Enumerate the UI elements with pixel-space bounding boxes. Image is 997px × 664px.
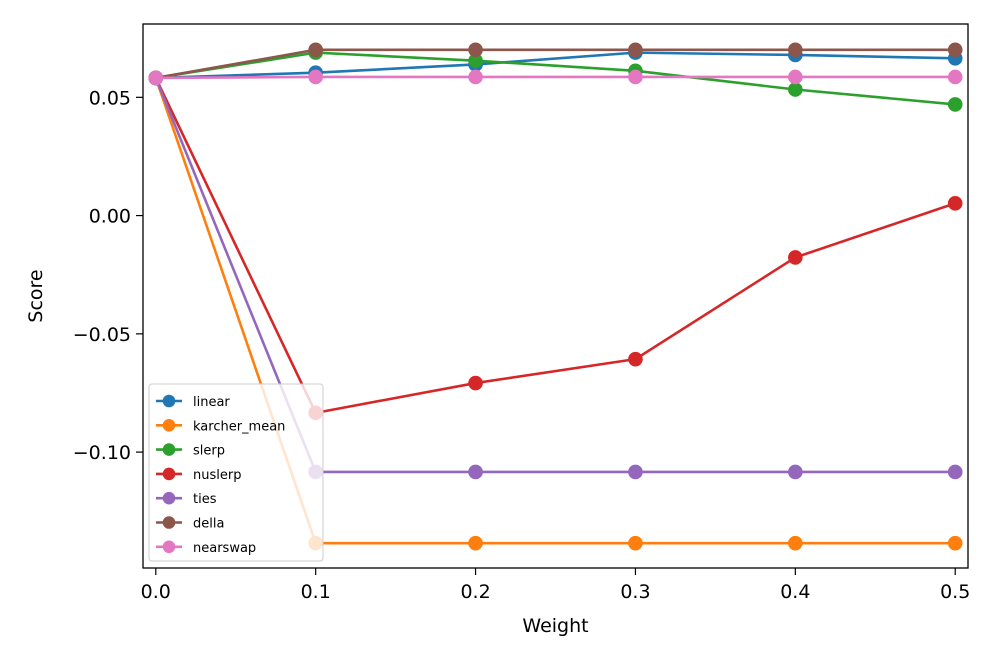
data-point-nuslerp — [468, 375, 483, 391]
data-point-ties — [628, 464, 643, 480]
legend-entry-linear: linear — [156, 394, 230, 410]
legend-label: ties — [193, 492, 217, 507]
y-tick-label: −0.10 — [73, 442, 131, 464]
legend-marker — [162, 419, 176, 432]
legend-frame — [148, 383, 324, 562]
data-point-nearswap — [628, 69, 643, 85]
legend-marker — [162, 394, 176, 408]
y-tick-label: 0.00 — [89, 206, 131, 228]
legend-entry-slerp: slerp — [156, 443, 225, 459]
legend-entry-karcher_mean: karcher_mean — [156, 419, 285, 434]
data-point-della — [468, 42, 483, 58]
data-point-nuslerp — [788, 250, 803, 265]
data-point-ties — [947, 464, 963, 480]
legend-marker — [162, 443, 176, 456]
series-line-nearswap — [154, 75, 957, 80]
data-point-ties — [468, 464, 483, 480]
data-point-karcher_mean — [947, 535, 963, 551]
data-point-nuslerp — [947, 195, 963, 211]
legend-entry-nearswap: nearswap — [156, 540, 256, 556]
x-tick-label: 0.0 — [141, 581, 171, 603]
legend-label: linear — [193, 395, 230, 410]
data-point-nearswap — [788, 69, 803, 85]
legend-label: nuslerp — [193, 468, 241, 483]
y-tick-label: −0.05 — [73, 324, 131, 346]
data-point-nuslerp — [628, 351, 643, 367]
legend-marker — [162, 491, 176, 505]
data-point-slerp — [788, 82, 803, 97]
x-tick-label: 0.5 — [940, 581, 970, 603]
legend-entry-ties: ties — [156, 491, 217, 507]
data-point-della — [308, 42, 323, 58]
x-tick-label: 0.3 — [620, 581, 650, 603]
data-point-slerp — [947, 97, 963, 112]
data-point-nearswap — [947, 69, 963, 85]
y-tick-label: 0.05 — [89, 87, 131, 109]
x-tick-label: 0.4 — [780, 581, 810, 603]
series-line-nuslerp — [154, 76, 957, 415]
data-point-nearswap — [148, 70, 164, 86]
data-point-nearswap — [308, 69, 323, 85]
data-point-nearswap — [468, 69, 483, 85]
y-axis-label: Score — [25, 269, 47, 322]
legend-entry-nuslerp: nuslerp — [156, 467, 241, 483]
data-point-ties — [788, 464, 803, 480]
legend-marker — [162, 540, 176, 554]
series-line-slerp — [154, 51, 957, 106]
legend-label: della — [193, 517, 224, 532]
series-line-linear — [154, 51, 957, 80]
y-axis: 0.05 0.00 −0.05 −0.10 — [73, 87, 143, 464]
legend-label: nearswap — [193, 541, 256, 556]
data-point-della — [628, 42, 643, 58]
plot-frame — [142, 23, 969, 569]
legend-label: slerp — [193, 444, 225, 459]
data-point-karcher_mean — [468, 535, 483, 551]
data-point-karcher_mean — [788, 535, 803, 551]
data-point-della — [788, 42, 803, 58]
data-point-slerp — [468, 53, 483, 68]
data-point-karcher_mean — [628, 535, 643, 551]
x-axis-label: Weight — [522, 615, 588, 637]
legend-marker — [162, 467, 176, 481]
legend-entry-della: della — [156, 516, 224, 532]
series-nearswap — [148, 69, 963, 86]
x-tick-label: 0.2 — [460, 581, 490, 603]
data-point-della — [947, 42, 963, 58]
legend-marker — [162, 516, 176, 529]
legend-label: karcher_mean — [193, 419, 285, 434]
x-axis: 0.0 0.1 0.2 0.3 0.4 0.5 — [141, 568, 970, 603]
x-tick-label: 0.1 — [301, 581, 331, 603]
series-line-della — [154, 48, 957, 80]
